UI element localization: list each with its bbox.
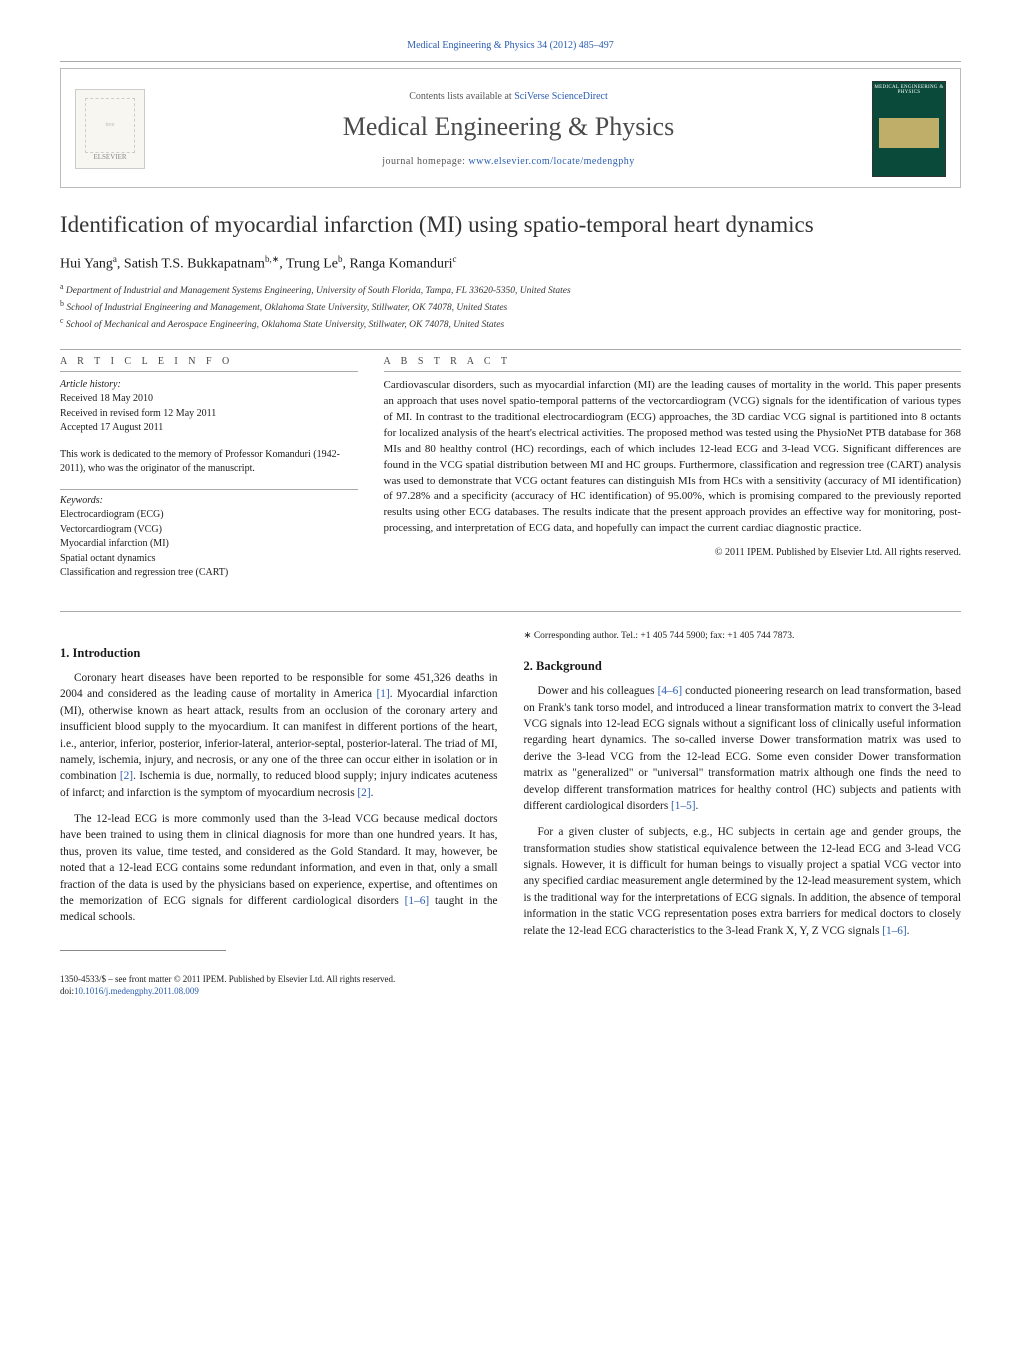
ref-link[interactable]: [1] — [377, 688, 390, 700]
rule-top — [60, 61, 961, 62]
abstract-column: a b s t r a c t Cardiovascular disorders… — [384, 356, 962, 593]
history-line-1: Received in revised form 12 May 2011 — [60, 408, 216, 419]
keyword-1: Vectorcardiogram (VCG) — [60, 524, 162, 535]
history-line-2: Accepted 17 August 2011 — [60, 422, 163, 433]
info-abstract-row: a r t i c l e i n f o Article history: R… — [60, 356, 961, 593]
intro-para-0: Coronary heart diseases have been report… — [60, 670, 498, 801]
history-line-0: Received 18 May 2010 — [60, 393, 153, 404]
ref-link[interactable]: [1–6] — [882, 925, 906, 937]
ref-link[interactable]: [1–6] — [405, 895, 429, 907]
authors-line: Hui Yanga, Satish T.S. Bukkapatnamb,∗, T… — [60, 254, 961, 273]
contents-prefix: Contents lists available at — [409, 91, 514, 102]
cover-label: MEDICAL ENGINEERING & PHYSICS — [873, 85, 945, 95]
journal-name: Medical Engineering & Physics — [159, 112, 858, 142]
keyword-4: Classification and regression tree (CART… — [60, 567, 228, 578]
rule-below-abstract — [60, 611, 961, 612]
background-para-1: For a given cluster of subjects, e.g., H… — [524, 824, 962, 939]
article-title: Identification of myocardial infarction … — [60, 212, 961, 238]
footer-line1: 1350-4533/$ – see front matter © 2011 IP… — [60, 974, 395, 984]
page-footer: 1350-4533/$ – see front matter © 2011 IP… — [60, 973, 961, 998]
abstract-heading: a b s t r a c t — [384, 356, 962, 367]
running-head: Medical Engineering & Physics 34 (2012) … — [60, 40, 961, 51]
article-info-heading: a r t i c l e i n f o — [60, 356, 358, 367]
background-para-0: Dower and his colleagues [4–6] conducted… — [524, 683, 962, 814]
ref-link[interactable]: [1–5] — [671, 800, 695, 812]
corresponding-author-footnote: ∗ Corresponding author. Tel.: +1 405 744… — [524, 630, 962, 643]
running-head-link[interactable]: Medical Engineering & Physics 34 (2012) … — [407, 40, 614, 51]
section-background-heading: 2. Background — [524, 657, 962, 675]
keywords-label: Keywords: — [60, 495, 103, 506]
article-info-column: a r t i c l e i n f o Article history: R… — [60, 356, 358, 593]
journal-header: tree ELSEVIER Contents lists available a… — [60, 68, 961, 188]
cover-art-block — [879, 118, 939, 148]
ref-link[interactable]: [2] — [120, 770, 133, 782]
affiliations: a Department of Industrial and Managemen… — [60, 281, 961, 333]
dedication: This work is dedicated to the memory of … — [60, 448, 358, 477]
doi-link[interactable]: 10.1016/j.medengphy.2011.08.009 — [74, 986, 199, 996]
rule-above-keywords — [60, 489, 358, 490]
keyword-2: Myocardial infarction (MI) — [60, 538, 169, 549]
page-root: Medical Engineering & Physics 34 (2012) … — [0, 0, 1021, 1028]
rule-under-info-head — [60, 371, 358, 372]
rule-above-info — [60, 349, 961, 350]
article-history: Article history: Received 18 May 2010 Re… — [60, 378, 358, 436]
keyword-3: Spatial octant dynamics — [60, 553, 156, 564]
section-intro-heading: 1. Introduction — [60, 644, 498, 662]
publisher-logo-text: ELSEVIER — [93, 153, 126, 161]
keyword-0: Electrocardiogram (ECG) — [60, 509, 164, 520]
abstract-copyright: © 2011 IPEM. Published by Elsevier Ltd. … — [384, 547, 962, 558]
ref-link[interactable]: [4–6] — [658, 685, 682, 697]
keywords-block: Keywords: Electrocardiogram (ECG) Vector… — [60, 494, 358, 581]
publisher-logo: tree ELSEVIER — [75, 89, 145, 169]
journal-cover-thumbnail: MEDICAL ENGINEERING & PHYSICS — [872, 81, 946, 177]
journal-homepage-line: journal homepage: www.elsevier.com/locat… — [159, 156, 858, 167]
history-label: Article history: — [60, 379, 121, 390]
contents-available-line: Contents lists available at SciVerse Sci… — [159, 91, 858, 102]
elsevier-tree-icon: tree — [85, 98, 135, 153]
header-center: Contents lists available at SciVerse Sci… — [159, 91, 858, 167]
homepage-prefix: journal homepage: — [382, 156, 468, 167]
body-two-column: 1. Introduction Coronary heart diseases … — [60, 630, 961, 953]
abstract-text: Cardiovascular disorders, such as myocar… — [384, 378, 962, 537]
homepage-link[interactable]: www.elsevier.com/locate/medengphy — [468, 156, 634, 167]
rule-under-abstract-head — [384, 371, 962, 372]
doi-label: doi: — [60, 986, 74, 996]
intro-para-1: The 12-lead ECG is more commonly used th… — [60, 811, 498, 926]
sciencedirect-link[interactable]: SciVerse ScienceDirect — [514, 91, 608, 102]
ref-link[interactable]: [2] — [357, 787, 370, 799]
footnote-rule — [60, 950, 226, 951]
